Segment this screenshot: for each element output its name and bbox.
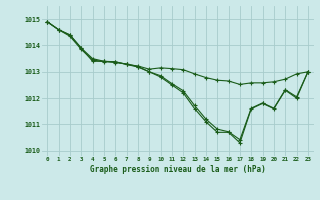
X-axis label: Graphe pression niveau de la mer (hPa): Graphe pression niveau de la mer (hPa) [90, 165, 266, 174]
